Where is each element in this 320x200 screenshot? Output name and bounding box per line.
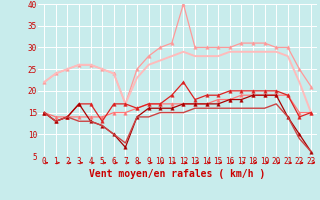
X-axis label: Vent moyen/en rafales ( km/h ): Vent moyen/en rafales ( km/h ): [90, 169, 266, 179]
